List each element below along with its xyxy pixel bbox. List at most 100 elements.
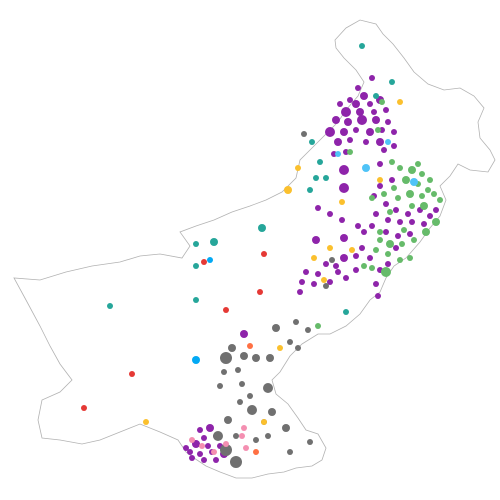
map-point-purple [355, 85, 361, 91]
map-point-green [402, 176, 410, 184]
map-point-teal [359, 43, 365, 49]
map-point-purple [383, 107, 389, 113]
map-point-purple [315, 205, 321, 211]
map-point-orange [253, 449, 259, 455]
map-point-red [223, 307, 229, 313]
map-point-green [406, 190, 414, 198]
map-point-green [399, 241, 405, 247]
map-point-green [315, 323, 321, 329]
map-point-teal [107, 303, 113, 309]
country-outline [13, 19, 496, 479]
map-point-purple [341, 107, 351, 117]
map-point-green [422, 228, 430, 236]
map-point-purple [360, 92, 368, 100]
map-point-teal [373, 93, 379, 99]
map-point-purple [335, 269, 341, 275]
map-point-gray [265, 433, 271, 439]
map-point-purple [395, 233, 401, 239]
map-point-purple [393, 245, 399, 251]
map-point-purple [299, 279, 305, 285]
map-point-purple [197, 427, 203, 433]
map-point-gray [295, 345, 301, 351]
map-point-purple [367, 255, 373, 261]
map-point-purple [366, 128, 374, 136]
map-point-green [408, 166, 416, 174]
map-point-green [431, 191, 437, 197]
map-point-purple [205, 443, 211, 449]
map-point-purple [361, 229, 367, 235]
map-point-gray [329, 257, 335, 263]
map-point-blue [207, 257, 213, 263]
map-point-green [375, 127, 381, 133]
map-point-yellow [377, 177, 383, 183]
map-point-purple [377, 183, 383, 189]
map-point-pink [211, 449, 217, 455]
map-point-green [409, 203, 415, 209]
map-point-purple [357, 115, 367, 125]
map-point-gray [263, 383, 273, 393]
map-point-green [395, 195, 401, 201]
map-point-purple [333, 263, 339, 269]
map-point-purple [433, 207, 439, 213]
map-point-green [420, 202, 428, 210]
map-point-purple [339, 183, 349, 193]
map-point-teal [193, 263, 199, 269]
map-point-green [407, 255, 413, 261]
points-layer [81, 43, 443, 468]
map-point-purple [385, 261, 391, 267]
map-point-orange [247, 343, 253, 349]
map-point-purple [369, 223, 375, 229]
map-point-pink [241, 425, 247, 431]
map-point-gray [287, 449, 293, 455]
map-point-purple [427, 213, 433, 219]
map-point-purple [197, 451, 203, 457]
map-point-teal [309, 139, 315, 145]
map-point-gray [230, 456, 242, 468]
map-point-purple [339, 217, 345, 223]
map-point-purple [353, 127, 359, 133]
map-point-purple [371, 109, 377, 115]
map-point-gray [307, 439, 313, 445]
map-point-purple [339, 165, 349, 175]
map-point-purple [409, 219, 415, 225]
map-point-yellow [284, 186, 292, 194]
map-point-purple [383, 201, 389, 207]
map-point-green [432, 218, 440, 226]
map-point-purple [189, 455, 195, 461]
map-point-pink [239, 433, 245, 439]
map-point-purple [393, 207, 399, 213]
map-point-gray [252, 354, 260, 362]
map-point-purple [327, 279, 333, 285]
map-point-red [257, 289, 263, 295]
map-point-purple [340, 254, 348, 262]
map-point-teal [313, 175, 319, 181]
map-point-purple [376, 138, 384, 146]
map-point-teal [307, 187, 313, 193]
map-point-purple [311, 281, 317, 287]
map-point-cyan [335, 151, 341, 157]
map-point-purple [391, 143, 397, 149]
map-point-purple [297, 289, 303, 295]
map-point-gray [224, 416, 232, 424]
map-point-gray [239, 381, 245, 387]
map-point-purple [183, 445, 189, 451]
map-point-purple [355, 223, 361, 229]
map-point-purple [389, 177, 395, 183]
map-point-purple [363, 139, 369, 145]
map-point-green [347, 149, 353, 155]
map-point-gray [268, 408, 276, 416]
map-point-green [379, 99, 385, 105]
map-point-green [385, 251, 391, 257]
map-point-gray [220, 352, 232, 364]
map-point-green [425, 187, 431, 193]
map-point-teal [343, 309, 349, 315]
map-point-yellow [397, 99, 403, 105]
map-point-green [419, 171, 425, 177]
map-point-green [397, 257, 403, 263]
map-point-yellow [261, 419, 267, 425]
map-point-purple [391, 129, 397, 135]
map-point-green [369, 265, 375, 271]
map-point-gray [247, 405, 257, 415]
map-point-teal [317, 159, 323, 165]
